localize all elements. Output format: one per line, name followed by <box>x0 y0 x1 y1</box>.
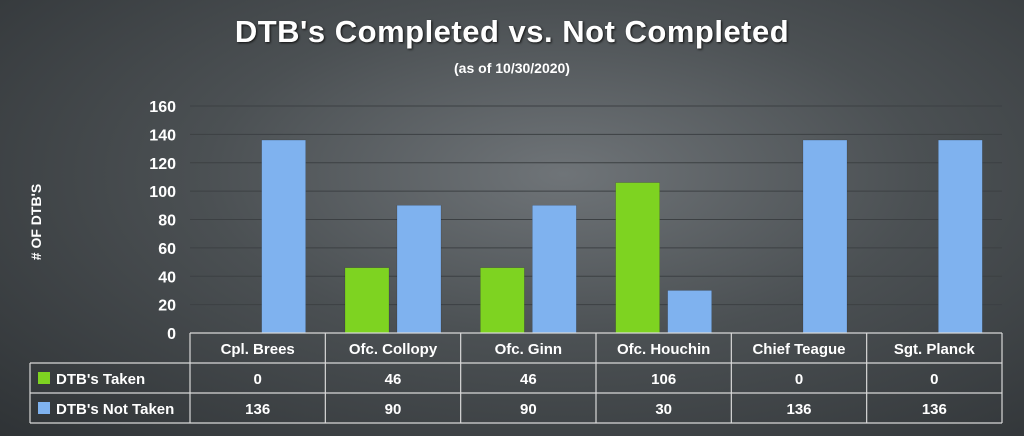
y-tick-label: 160 <box>149 99 176 116</box>
data-label: 136 <box>786 401 811 418</box>
y-tick-label: 120 <box>149 156 176 173</box>
y-tick-label: 140 <box>149 127 176 144</box>
data-label: 0 <box>795 371 803 388</box>
legend-swatch <box>38 402 50 414</box>
y-tick-label: 20 <box>158 298 176 315</box>
category-label: Ofc. Collopy <box>349 341 438 358</box>
data-label: 136 <box>245 401 270 418</box>
category-label: Ofc. Ginn <box>495 341 563 358</box>
data-label: 90 <box>385 401 402 418</box>
category-label: Ofc. Houchin <box>617 341 710 358</box>
bar <box>938 139 983 334</box>
data-label: 0 <box>253 371 261 388</box>
category-label: Sgt. Planck <box>894 341 976 358</box>
data-label: 46 <box>520 371 537 388</box>
data-label: 46 <box>385 371 402 388</box>
data-label: 0 <box>930 371 938 388</box>
legend-label: DTB's Not Taken <box>56 401 174 418</box>
data-label: 136 <box>922 401 947 418</box>
bar <box>802 139 848 334</box>
chart-subtitle: (as of 10/30/2020) <box>454 60 570 76</box>
chart-title: DTB's Completed vs. Not Completed <box>234 14 790 49</box>
y-tick-label: 100 <box>149 184 176 201</box>
bar <box>261 139 306 334</box>
legend-swatch <box>38 372 50 384</box>
legend-label: DTB's Taken <box>56 371 145 388</box>
bar <box>615 182 660 334</box>
bar <box>532 205 577 334</box>
data-label: 90 <box>520 401 537 418</box>
category-label: Cpl. Brees <box>221 341 295 358</box>
bar <box>480 267 525 334</box>
y-tick-label: 80 <box>158 213 176 230</box>
y-tick-label: 40 <box>158 269 176 286</box>
y-tick-label: 60 <box>158 241 176 258</box>
bar <box>396 205 442 334</box>
data-label: 106 <box>651 371 676 388</box>
bar <box>667 290 712 334</box>
category-label: Chief Teague <box>752 341 845 358</box>
y-tick-label: 0 <box>167 326 176 343</box>
data-label: 30 <box>655 401 672 418</box>
bar <box>344 267 390 334</box>
